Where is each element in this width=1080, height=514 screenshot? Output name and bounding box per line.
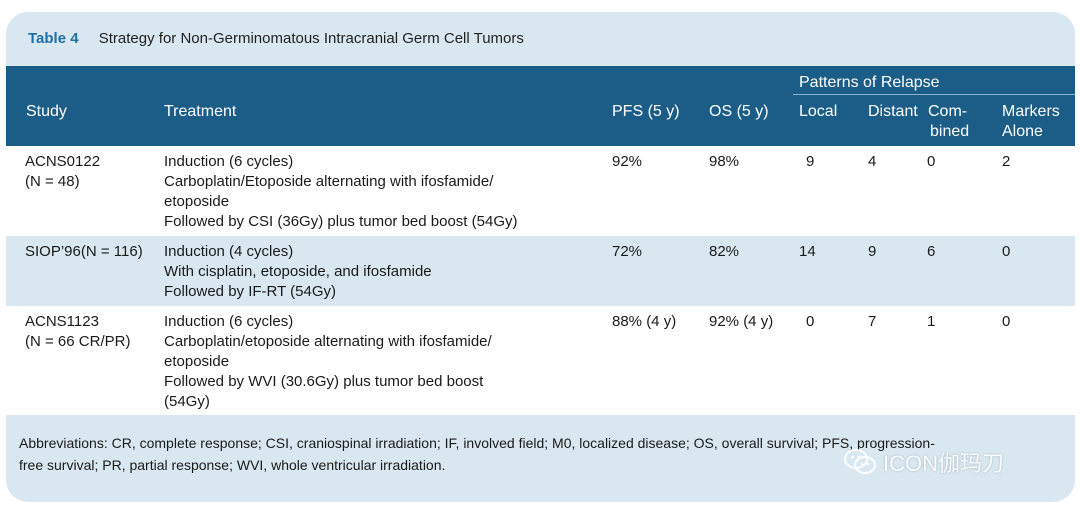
treatment-cell: Induction (6 cycles) Carboplatin/Etoposi… bbox=[164, 152, 517, 232]
study-cell: ACNS1123 (N = 66 CR/PR) bbox=[25, 312, 130, 352]
treatment-line: Carboplatin/etoposide alternating with i… bbox=[164, 333, 492, 350]
local-cell: 0 bbox=[806, 313, 815, 330]
header-combined-line1: Com- bbox=[928, 103, 968, 120]
footnote-line: free survival; PR, partial response; WVI… bbox=[19, 457, 446, 473]
study-line: ACNS0122 bbox=[25, 153, 101, 170]
wechat-icon bbox=[844, 449, 876, 474]
header-patterns-of-relapse: Patterns of Relapse bbox=[799, 74, 940, 91]
treatment-line: (54Gy) bbox=[164, 393, 210, 410]
pfs-cell: 72% bbox=[612, 243, 643, 260]
combined-cell: 6 bbox=[927, 243, 936, 260]
local-cell: 14 bbox=[799, 243, 816, 260]
local-cell: 9 bbox=[806, 153, 815, 170]
header-markers-line2: Alone bbox=[1002, 123, 1043, 140]
table-row: ACNS1123 (N = 66 CR/PR) Induction (6 cyc… bbox=[6, 306, 1075, 415]
os-cell: 98% bbox=[709, 153, 740, 170]
watermark-text: ICON伽玛刀 bbox=[883, 451, 1005, 476]
treatment-line: With cisplatin, etoposide, and ifosfamid… bbox=[164, 263, 432, 280]
table-row: SIOP’96(N = 116) Induction (4 cycles) Wi… bbox=[6, 236, 1075, 306]
header-markers: Markers Alone bbox=[1002, 102, 1060, 142]
study-line: SIOP’96(N = 116) bbox=[25, 243, 143, 260]
treatment-line: Carboplatin/Etoposide alternating with i… bbox=[164, 173, 494, 190]
pfs-cell: 88% (4 y) bbox=[612, 313, 677, 330]
table-caption: Table 4 Strategy for Non-Germinomatous I… bbox=[28, 29, 524, 49]
distant-cell: 9 bbox=[868, 243, 877, 260]
os-cell: 92% (4 y) bbox=[709, 313, 774, 330]
header-markers-line1: Markers bbox=[1002, 103, 1060, 120]
table-title: Strategy for Non-Germinomatous Intracran… bbox=[98, 30, 524, 47]
combined-cell: 0 bbox=[927, 153, 936, 170]
markers-cell: 0 bbox=[1002, 243, 1011, 260]
os-cell: 82% bbox=[709, 243, 740, 260]
treatment-cell: Induction (4 cycles) With cisplatin, eto… bbox=[164, 242, 432, 302]
distant-cell: 7 bbox=[868, 313, 877, 330]
header-combined: Com- bined bbox=[928, 102, 969, 142]
treatment-line: Followed by IF-RT (54Gy) bbox=[164, 283, 336, 300]
treatment-line: Induction (6 cycles) bbox=[164, 153, 294, 170]
footnote-line: Abbreviations: CR, complete response; CS… bbox=[19, 435, 935, 451]
header-local: Local bbox=[799, 103, 838, 120]
treatment-line: etoposide bbox=[164, 353, 230, 370]
distant-cell: 4 bbox=[868, 153, 877, 170]
table-card: Table 4 Strategy for Non-Germinomatous I… bbox=[6, 12, 1075, 502]
treatment-line: Followed by CSI (36Gy) plus tumor bed bo… bbox=[164, 213, 518, 230]
treatment-cell: Induction (6 cycles) Carboplatin/etoposi… bbox=[164, 312, 492, 412]
table-header bbox=[6, 66, 1075, 146]
header-combined-line2: bined bbox=[930, 123, 970, 140]
study-cell: SIOP’96(N = 116) bbox=[25, 242, 143, 262]
header-pfs: PFS (5 y) bbox=[612, 103, 680, 120]
study-cell: ACNS0122 (N = 48) bbox=[25, 152, 100, 192]
markers-cell: 0 bbox=[1002, 313, 1011, 330]
header-os: OS (5 y) bbox=[709, 103, 769, 120]
treatment-line: etoposide bbox=[164, 193, 230, 210]
treatment-line: Followed by WVI (30.6Gy) plus tumor bed … bbox=[164, 373, 484, 390]
combined-cell: 1 bbox=[927, 313, 936, 330]
pfs-cell: 92% bbox=[612, 153, 643, 170]
table-footnote: Abbreviations: CR, complete response; CS… bbox=[19, 432, 1059, 476]
header-study: Study bbox=[26, 103, 67, 120]
treatment-line: Induction (6 cycles) bbox=[164, 313, 294, 330]
header-treatment: Treatment bbox=[164, 103, 237, 120]
study-line: ACNS1123 bbox=[25, 313, 99, 330]
watermark: ICON伽玛刀 bbox=[843, 446, 1004, 478]
markers-cell: 2 bbox=[1002, 153, 1011, 170]
table-row: ACNS0122 (N = 48) Induction (6 cycles) C… bbox=[6, 146, 1075, 236]
table-label: Table 4 bbox=[28, 30, 79, 47]
study-line: (N = 48) bbox=[25, 173, 80, 190]
relapse-divider bbox=[793, 94, 1075, 95]
header-distant: Distant bbox=[868, 103, 918, 120]
study-line: (N = 66 CR/PR) bbox=[25, 333, 131, 350]
treatment-line: Induction (4 cycles) bbox=[164, 243, 294, 260]
